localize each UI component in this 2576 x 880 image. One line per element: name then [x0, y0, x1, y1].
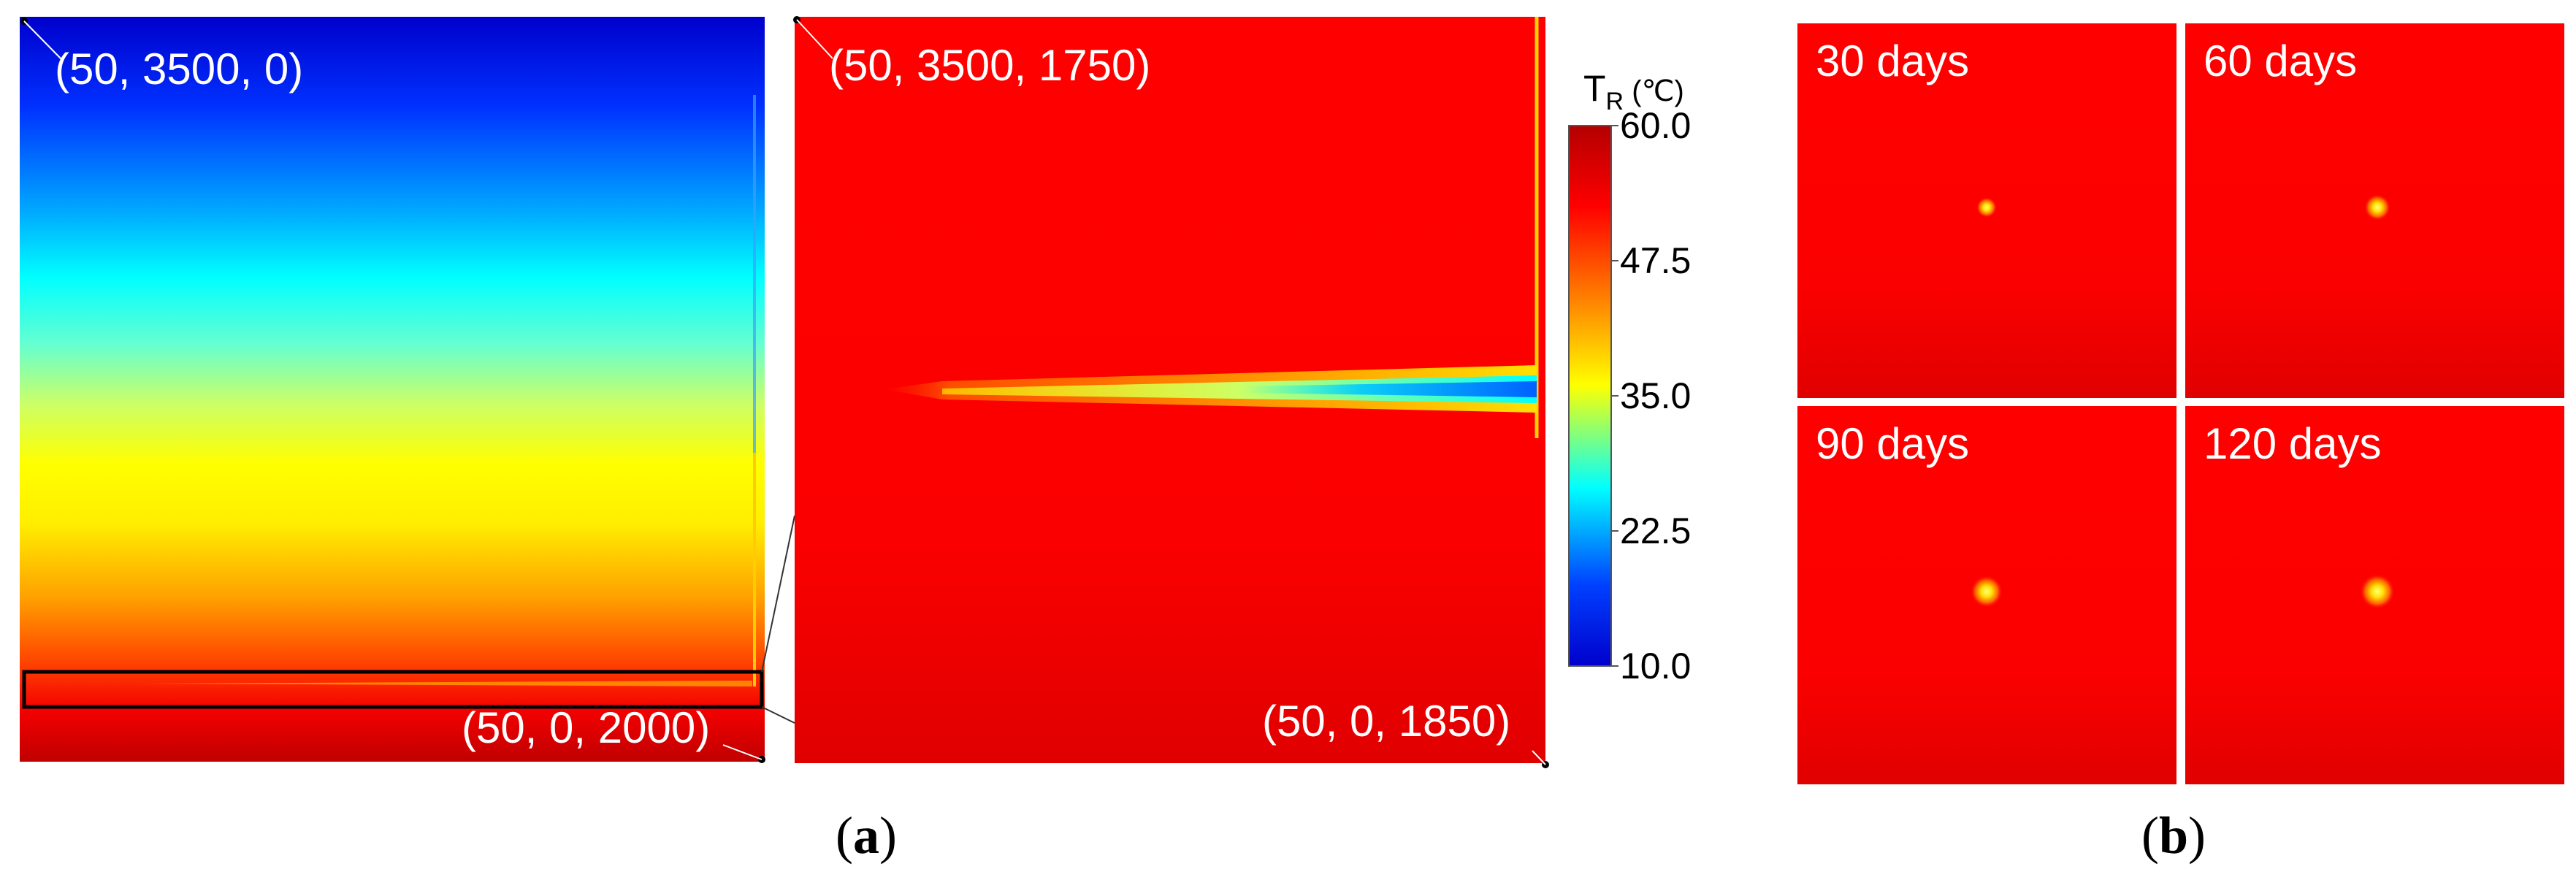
zoom-map: (50, 3500, 1750) (50, 0, 1850) — [793, 16, 1549, 768]
zoom-map-label-bottom: (50, 0, 1850) — [1262, 697, 1510, 746]
colorbar-tick-label: 60.0 — [1620, 105, 1691, 146]
colorbar-tick-label: 10.0 — [1620, 646, 1691, 686]
snapshot-panel: 60 days — [2185, 23, 2564, 398]
panel-a: (50, 3500, 0) (50, 0, 2000) (50, 3500, 1… — [20, 16, 1691, 865]
colorbar-title: TR (℃) — [1583, 68, 1684, 115]
colorbar-tick-label: 35.0 — [1620, 375, 1691, 416]
zoom-connector-top — [761, 515, 795, 673]
snapshot-time-label: 120 days — [2204, 419, 2382, 468]
left-map-label-bottom: (50, 0, 2000) — [462, 703, 710, 752]
snapshot-panel: 90 days — [1797, 406, 2176, 784]
snapshot-time-label: 30 days — [1816, 37, 1969, 85]
leader-line-bottom — [722, 744, 763, 760]
hot-spot — [2360, 574, 2395, 609]
fracture-streak — [139, 681, 752, 686]
zoom-box — [22, 670, 764, 709]
zoom-connector-bottom — [761, 706, 795, 724]
plume-mid — [942, 375, 1537, 403]
snapshot-time-label: 60 days — [2204, 37, 2357, 85]
hot-spot — [2364, 194, 2390, 221]
full-domain-map: (50, 3500, 0) (50, 0, 2000) — [20, 17, 765, 763]
hot-spot — [1976, 197, 1997, 218]
temperature-field — [20, 17, 765, 762]
zoom-leader-line-bottom — [1532, 750, 1546, 765]
zoom-leader-line-top — [796, 19, 833, 59]
plume-core — [1242, 381, 1537, 397]
snapshot-panel: 30 days — [1797, 23, 2176, 398]
snapshot-panel: 120 days — [2185, 406, 2564, 784]
hot-spot — [1971, 575, 2003, 608]
left-map-label-top: (50, 3500, 0) — [55, 45, 303, 93]
colorbar-ticks: 60.0 47.5 35.0 22.5 10.0 — [1611, 105, 1691, 686]
leader-line-top — [23, 20, 63, 61]
panel-b-label: (b) — [2141, 806, 2206, 865]
zoom-map-label-top: (50, 3500, 1750) — [829, 41, 1150, 90]
colorbar-ramp — [1568, 125, 1612, 667]
colorbar-tick-label: 47.5 — [1620, 240, 1691, 281]
panel-a-label: (a) — [836, 806, 897, 865]
snapshot-time-label: 90 days — [1816, 419, 1969, 468]
snapshot-grid: 30 days 60 days 90 days 120 days — [1797, 23, 2564, 784]
colorbar-tick-label: 22.5 — [1620, 510, 1691, 551]
colorbar: TR (℃) 60.0 47.5 35.0 22.5 10.0 — [1568, 68, 1691, 686]
panel-b: 30 days 60 days 90 days 120 days (b) — [1797, 23, 2564, 865]
